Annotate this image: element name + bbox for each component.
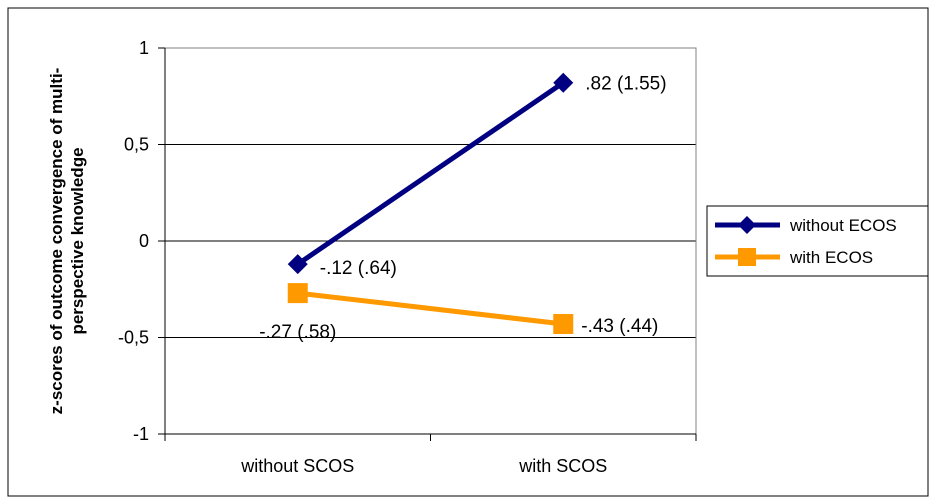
y-tick-label-4: -1 [133,424,149,444]
legend-label-1: with ECOS [789,248,873,267]
y-tick-label-3: -0,5 [118,328,149,348]
y-tick-label-0: 1 [139,38,149,58]
legend: without ECOS with ECOS [706,205,929,277]
series-1-data-label-1: -.43 (.44) [581,316,658,337]
legend-marker-0 [738,216,756,234]
legend-items: without ECOS with ECOS [715,216,897,267]
series-0-data-label-1: .82 (1.55) [585,74,666,95]
x-tick-label-0: without SCOS [240,456,354,476]
y-tick-label-1: 0,5 [124,135,149,155]
series-0-point-0 [287,254,308,275]
series-0-point-1 [553,72,574,93]
y-tick-label-2: 0 [139,231,149,251]
x-tick-label-1: with SCOS [518,456,607,476]
series-1-point-1 [553,313,574,334]
legend-label-0: without ECOS [789,216,897,235]
series-0-data-label-0: -.12 (.64) [320,258,397,279]
series-line-1 [297,290,564,327]
y-axis-label: z-scores of outcome convergence of multi… [47,68,87,415]
series-layer [287,72,574,334]
series-line-0 [296,80,565,267]
legend-marker-1 [738,248,756,266]
data-label-layer: -.12 (.64) .82 (1.55) -.27 (.58) -.43 (.44) [259,74,666,343]
y-axis-label-line-2: perspective knowledge [68,147,87,334]
series-1-data-label-0: -.27 (.58) [259,322,336,343]
series-1-point-0 [287,283,308,304]
y-tick-layer: 1 0,5 0 -0,5 -1 [118,38,165,444]
x-tick-layer: without SCOS with SCOS [164,434,697,476]
y-axis-label-line-1: z-scores of outcome convergence of multi… [47,68,66,415]
